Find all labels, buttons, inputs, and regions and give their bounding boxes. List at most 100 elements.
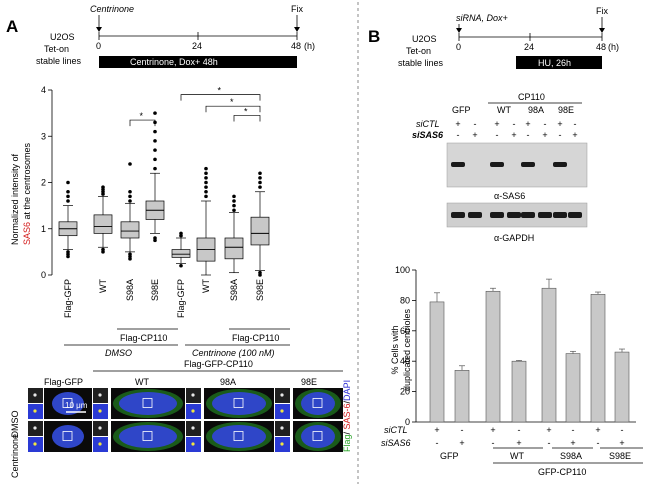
bar-sign-sictl: + xyxy=(595,425,600,435)
micro-nucleus xyxy=(212,392,266,415)
timeline-a-tick-0: 0 xyxy=(96,41,101,51)
blot-sign-sisas6: + xyxy=(572,130,577,140)
blot-label-sas6: α-SAS6 xyxy=(494,191,525,201)
bar-sign-sictl: - xyxy=(461,425,464,435)
box-outlier xyxy=(66,189,70,194)
dmso-flag-cp110-label: Flag-CP110 xyxy=(120,333,167,343)
micro-nucleus xyxy=(119,425,177,448)
bar-sign-sictl: + xyxy=(434,425,439,435)
blot-sign-sictl: - xyxy=(513,119,516,129)
micro-inset-merge-dot xyxy=(280,409,284,413)
box-0 xyxy=(58,180,78,259)
timeline-a-fix: Fix xyxy=(291,4,303,14)
box-outlier xyxy=(128,257,132,261)
micro-header-wt: WT xyxy=(135,377,149,387)
bar-sign-sisas6: - xyxy=(492,438,495,448)
bar-7 xyxy=(614,351,630,423)
box-x-label: Flag-GFP xyxy=(63,279,73,318)
bar-sign-sisas6: - xyxy=(597,438,600,448)
bar-sign-sisas6: + xyxy=(459,438,464,448)
box-iqr xyxy=(250,216,270,246)
micro-legend-sep2: / xyxy=(342,400,352,403)
micro-inset-merge-dot xyxy=(33,442,37,446)
micro-cell-r1-c2 xyxy=(186,421,274,452)
box-outlier xyxy=(153,129,157,134)
micro-header-flag-gfp-cp110: Flag-GFP-CP110 xyxy=(184,359,253,369)
box-y-tick-label: 0 xyxy=(41,270,46,280)
timeline-a-tick-48: 48 xyxy=(291,41,301,51)
box-iqr xyxy=(224,237,244,260)
timeline-b-fix: Fix xyxy=(596,6,608,16)
box-y-tick-label: 2 xyxy=(41,178,46,188)
box-outlier xyxy=(101,250,105,254)
box-outlier xyxy=(66,199,70,203)
box-7 xyxy=(250,171,270,277)
blot-sign-sisas6: - xyxy=(559,130,562,140)
box-x-label: S98E xyxy=(255,279,265,301)
blot-sign-sictl: - xyxy=(474,119,477,129)
micro-nucleus xyxy=(301,392,335,415)
blot-sign-sisas6: + xyxy=(472,130,477,140)
dmso-label: DMSO xyxy=(105,348,132,358)
timeline-a-tick-24: 24 xyxy=(192,41,202,51)
box-x-label: WT xyxy=(98,279,108,293)
bar-row-sictl: siCTL xyxy=(384,425,408,435)
box-outlier xyxy=(258,176,262,180)
blot-gapdh-band xyxy=(521,212,535,218)
bar-sign-sictl: - xyxy=(572,425,575,435)
micro-roi-box xyxy=(142,431,153,441)
box-x-label: S98A xyxy=(125,279,135,301)
bar-sign-sisas6: - xyxy=(548,438,551,448)
box-outlier xyxy=(204,171,208,176)
box-1 xyxy=(93,185,113,254)
bar-sign-sictl: - xyxy=(621,425,624,435)
blot-sign-sisas6: + xyxy=(511,130,516,140)
bar-y-tick-label: 20 xyxy=(400,387,410,397)
micro-roi-box xyxy=(62,398,73,408)
blot-sas6-band xyxy=(490,162,504,167)
timeline-a-cells-3: stable lines xyxy=(36,56,82,66)
box-ylabel-sas6: SAS6 xyxy=(22,222,32,245)
blot-row-sisas6: siSAS6 xyxy=(412,130,444,140)
box-outlier xyxy=(232,194,236,199)
box-marks xyxy=(58,111,270,277)
micro-legend-dapi: DAPI xyxy=(342,380,352,401)
box-x-label: Flag-GFP xyxy=(176,279,186,318)
box-outlier xyxy=(204,176,208,180)
timeline-b-tick-0: 0 xyxy=(456,42,461,52)
box-outlier xyxy=(66,180,70,185)
timeline-a-cells-1: U2OS xyxy=(50,32,75,42)
box-outlier xyxy=(153,111,157,115)
box-outlier xyxy=(153,166,157,171)
box-2 xyxy=(120,162,140,261)
bar-sign-sictl: + xyxy=(546,425,551,435)
blot-sign-sictl: + xyxy=(455,119,460,129)
bar-0 xyxy=(429,301,445,423)
blot-sign-sictl: + xyxy=(557,119,562,129)
centrinone-label: Centrinone (100 nM) xyxy=(192,348,275,358)
micro-roi-box xyxy=(62,431,73,441)
blot-sas6-band xyxy=(521,162,535,167)
timeline-b-bar xyxy=(516,56,602,69)
bar-y-tick-label: 100 xyxy=(395,265,410,275)
micro-inset-merge-dot xyxy=(98,409,102,413)
panel-a-timeline: Centrinone Fix U2OS Tet-on stable lines … xyxy=(36,4,315,68)
bar-group-wt: WT xyxy=(510,451,524,461)
box-sig-star: * xyxy=(218,86,222,96)
micro-row-dmso: DMSO xyxy=(10,411,20,438)
micro-inset-merge-dot xyxy=(280,442,284,446)
blot-sign-sictl: - xyxy=(574,119,577,129)
bar-3 xyxy=(511,360,527,423)
box-outlier xyxy=(153,238,157,243)
micro-legend: Flag/ SAS-6/DAPI xyxy=(342,380,352,452)
box-y-tick-label: 3 xyxy=(41,131,46,141)
bar-ylabel-1: % Cells with xyxy=(390,325,400,374)
box-plot-ylabel: Normalized intensity of SAS6 at the cent… xyxy=(10,142,32,245)
bar-sign-sisas6: + xyxy=(516,438,521,448)
box-outlier xyxy=(204,180,208,185)
box-outlier xyxy=(232,208,236,213)
blot-col-98a: 98A xyxy=(528,105,544,115)
blot-label-gapdh: α-GAPDH xyxy=(494,233,534,243)
microscopy-grid: Flag-GFP-CP110 Flag-GFP WT 98A 98E DMSO … xyxy=(10,359,352,478)
